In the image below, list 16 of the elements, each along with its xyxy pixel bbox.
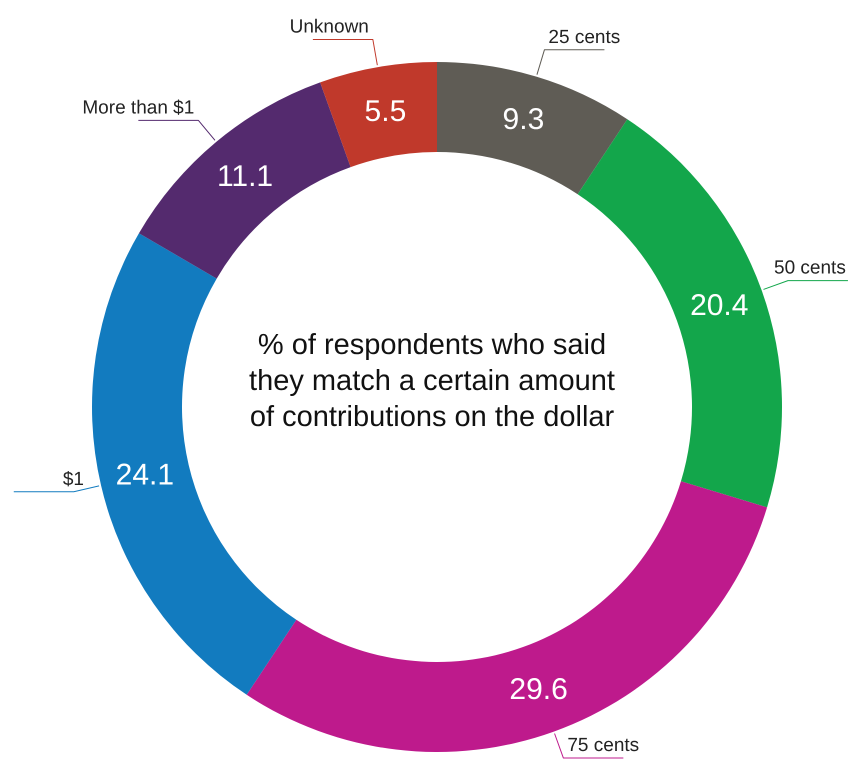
data-label: 11.1 (216, 160, 274, 193)
donut-slice (437, 62, 628, 194)
slice-label: 25 cents (548, 26, 620, 48)
slice-label: 75 cents (567, 734, 640, 756)
data-label: 9.3 (502, 103, 544, 136)
slice-label: $1 (62, 468, 84, 490)
donut-slice (246, 481, 768, 752)
donut-slice (320, 62, 437, 168)
slice-label: Unknown (290, 16, 369, 38)
data-label: 24.1 (116, 458, 174, 492)
data-label: 5.5 (364, 94, 406, 128)
data-label: 29.6 (509, 672, 568, 706)
slice-label: More than $1 (82, 97, 194, 118)
data-label: 20.4 (690, 288, 748, 322)
slice-label: 50 cents (774, 258, 846, 279)
text: % of respondents who said they match a certain amount of contributions on the dollar (248, 328, 616, 435)
